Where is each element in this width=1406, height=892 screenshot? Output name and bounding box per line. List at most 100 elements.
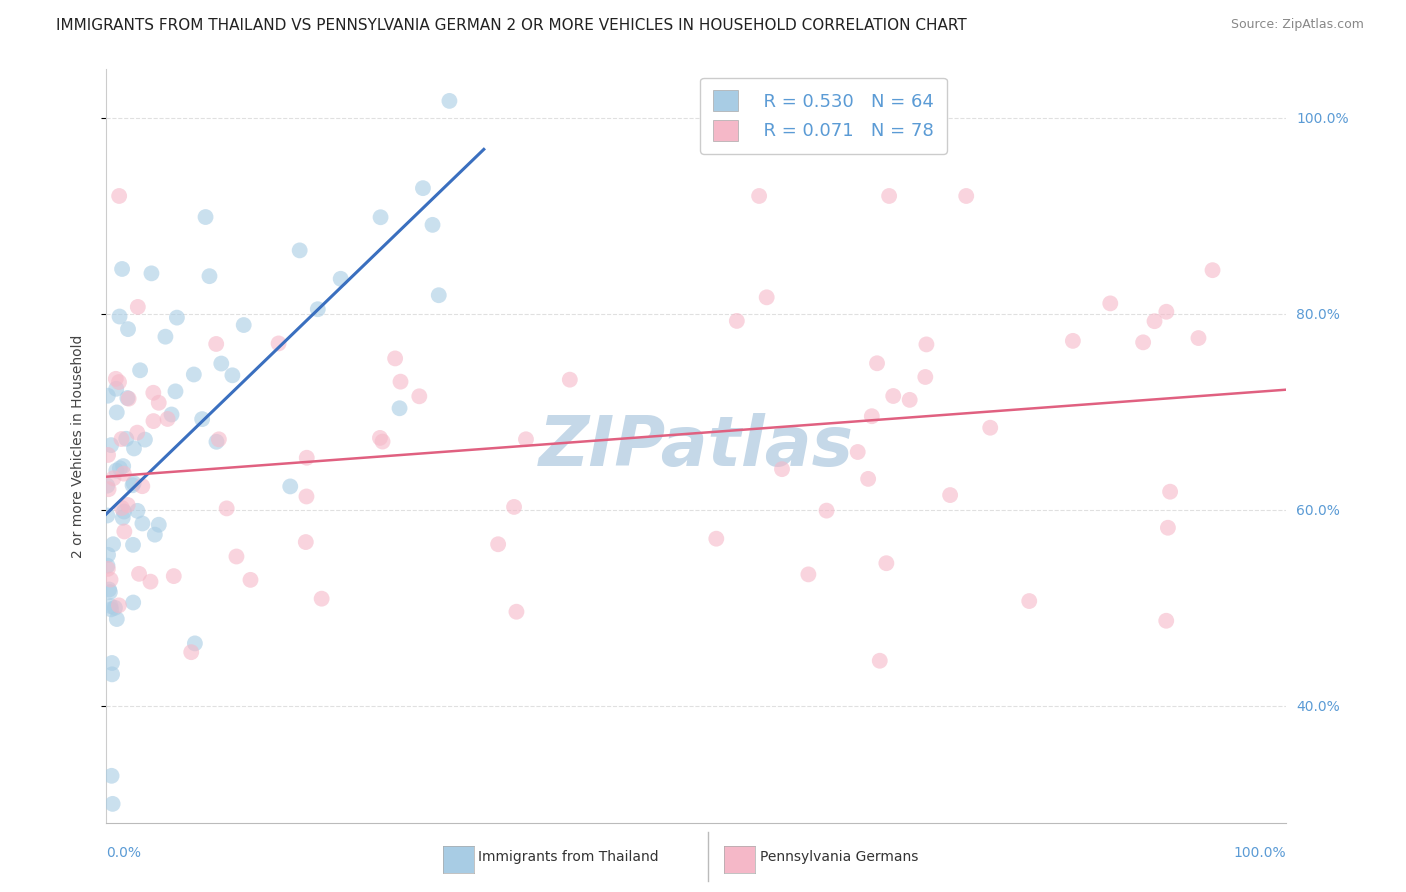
Point (100, 602, 122, 616)
Point (112, 467, 135, 481)
Text: IMMIGRANTS FROM THAILAND VS PENNSYLVANIA GERMAN 2 OR MORE VEHICLES IN HOUSEHOLD : IMMIGRANTS FROM THAILAND VS PENNSYLVANIA… (56, 18, 967, 33)
Point (122, 476, 145, 491)
Text: 100.0%: 100.0% (1234, 846, 1286, 860)
Point (180, 645, 202, 659)
Point (1157, 521, 1180, 535)
Point (101, 656, 124, 670)
Point (108, 599, 131, 613)
Point (110, 432, 132, 446)
Point (371, 434, 394, 449)
Point (148, 517, 170, 532)
Text: ZIPatlas: ZIPatlas (538, 412, 853, 480)
Point (329, 272, 352, 286)
Point (101, 537, 124, 551)
Point (215, 501, 238, 516)
Point (1201, 263, 1223, 277)
Point (486, 537, 509, 551)
Point (97, 562, 120, 576)
Point (111, 510, 134, 524)
Point (797, 567, 820, 582)
Point (129, 363, 152, 377)
Point (111, 262, 134, 277)
Point (108, 310, 131, 324)
Point (267, 336, 290, 351)
Point (278, 479, 301, 493)
Point (860, 409, 883, 424)
Point (96, 478, 118, 492)
Point (122, 595, 145, 609)
Point (139, 574, 162, 589)
Point (142, 414, 165, 428)
Point (205, 434, 228, 449)
Point (898, 392, 921, 407)
Point (221, 368, 243, 383)
Point (101, 667, 124, 681)
Y-axis label: 2 or more Vehicles in Household: 2 or more Vehicles in Household (72, 334, 86, 558)
Point (100, 438, 122, 452)
Point (1099, 296, 1122, 310)
Point (194, 210, 217, 224)
Point (103, 471, 125, 485)
Point (877, 189, 900, 203)
Point (143, 527, 166, 541)
Point (389, 375, 412, 389)
Point (105, 405, 128, 419)
Point (515, 432, 537, 446)
Point (209, 357, 232, 371)
Point (558, 373, 581, 387)
Point (225, 549, 247, 564)
Point (505, 605, 527, 619)
Point (97, 482, 120, 496)
Point (134, 433, 156, 447)
Point (108, 375, 131, 389)
Point (183, 368, 205, 382)
Point (288, 244, 311, 258)
Point (205, 337, 228, 351)
Point (939, 488, 962, 502)
Point (100, 599, 122, 613)
Point (388, 401, 411, 416)
Point (105, 382, 128, 396)
Point (127, 425, 149, 440)
Point (1132, 335, 1154, 350)
Point (97, 548, 120, 562)
Point (846, 445, 869, 459)
Point (160, 408, 183, 422)
Point (882, 389, 904, 403)
Point (1156, 305, 1178, 319)
Text: Pennsylvania Germans: Pennsylvania Germans (759, 850, 918, 864)
Point (98, 582, 121, 597)
Point (117, 498, 139, 512)
Point (127, 300, 149, 314)
Point (117, 322, 139, 336)
Point (875, 556, 897, 570)
Point (121, 478, 143, 492)
Point (101, 797, 124, 811)
Point (105, 464, 128, 478)
Point (770, 462, 793, 476)
Point (725, 314, 748, 328)
Point (112, 524, 135, 539)
Point (155, 329, 177, 343)
Point (165, 384, 187, 399)
Point (122, 442, 145, 456)
Point (100, 573, 122, 587)
Point (184, 636, 207, 650)
Point (117, 391, 139, 405)
Point (295, 490, 318, 504)
Point (142, 385, 165, 400)
Point (104, 600, 127, 615)
Point (427, 288, 450, 302)
Point (198, 269, 221, 284)
Point (239, 573, 262, 587)
Point (704, 532, 727, 546)
Point (439, 94, 461, 108)
Point (128, 566, 150, 581)
Point (112, 459, 135, 474)
Point (1154, 614, 1177, 628)
Point (755, 290, 778, 304)
Point (141, 266, 163, 280)
Point (166, 310, 188, 325)
Point (370, 211, 392, 225)
Point (503, 500, 526, 514)
